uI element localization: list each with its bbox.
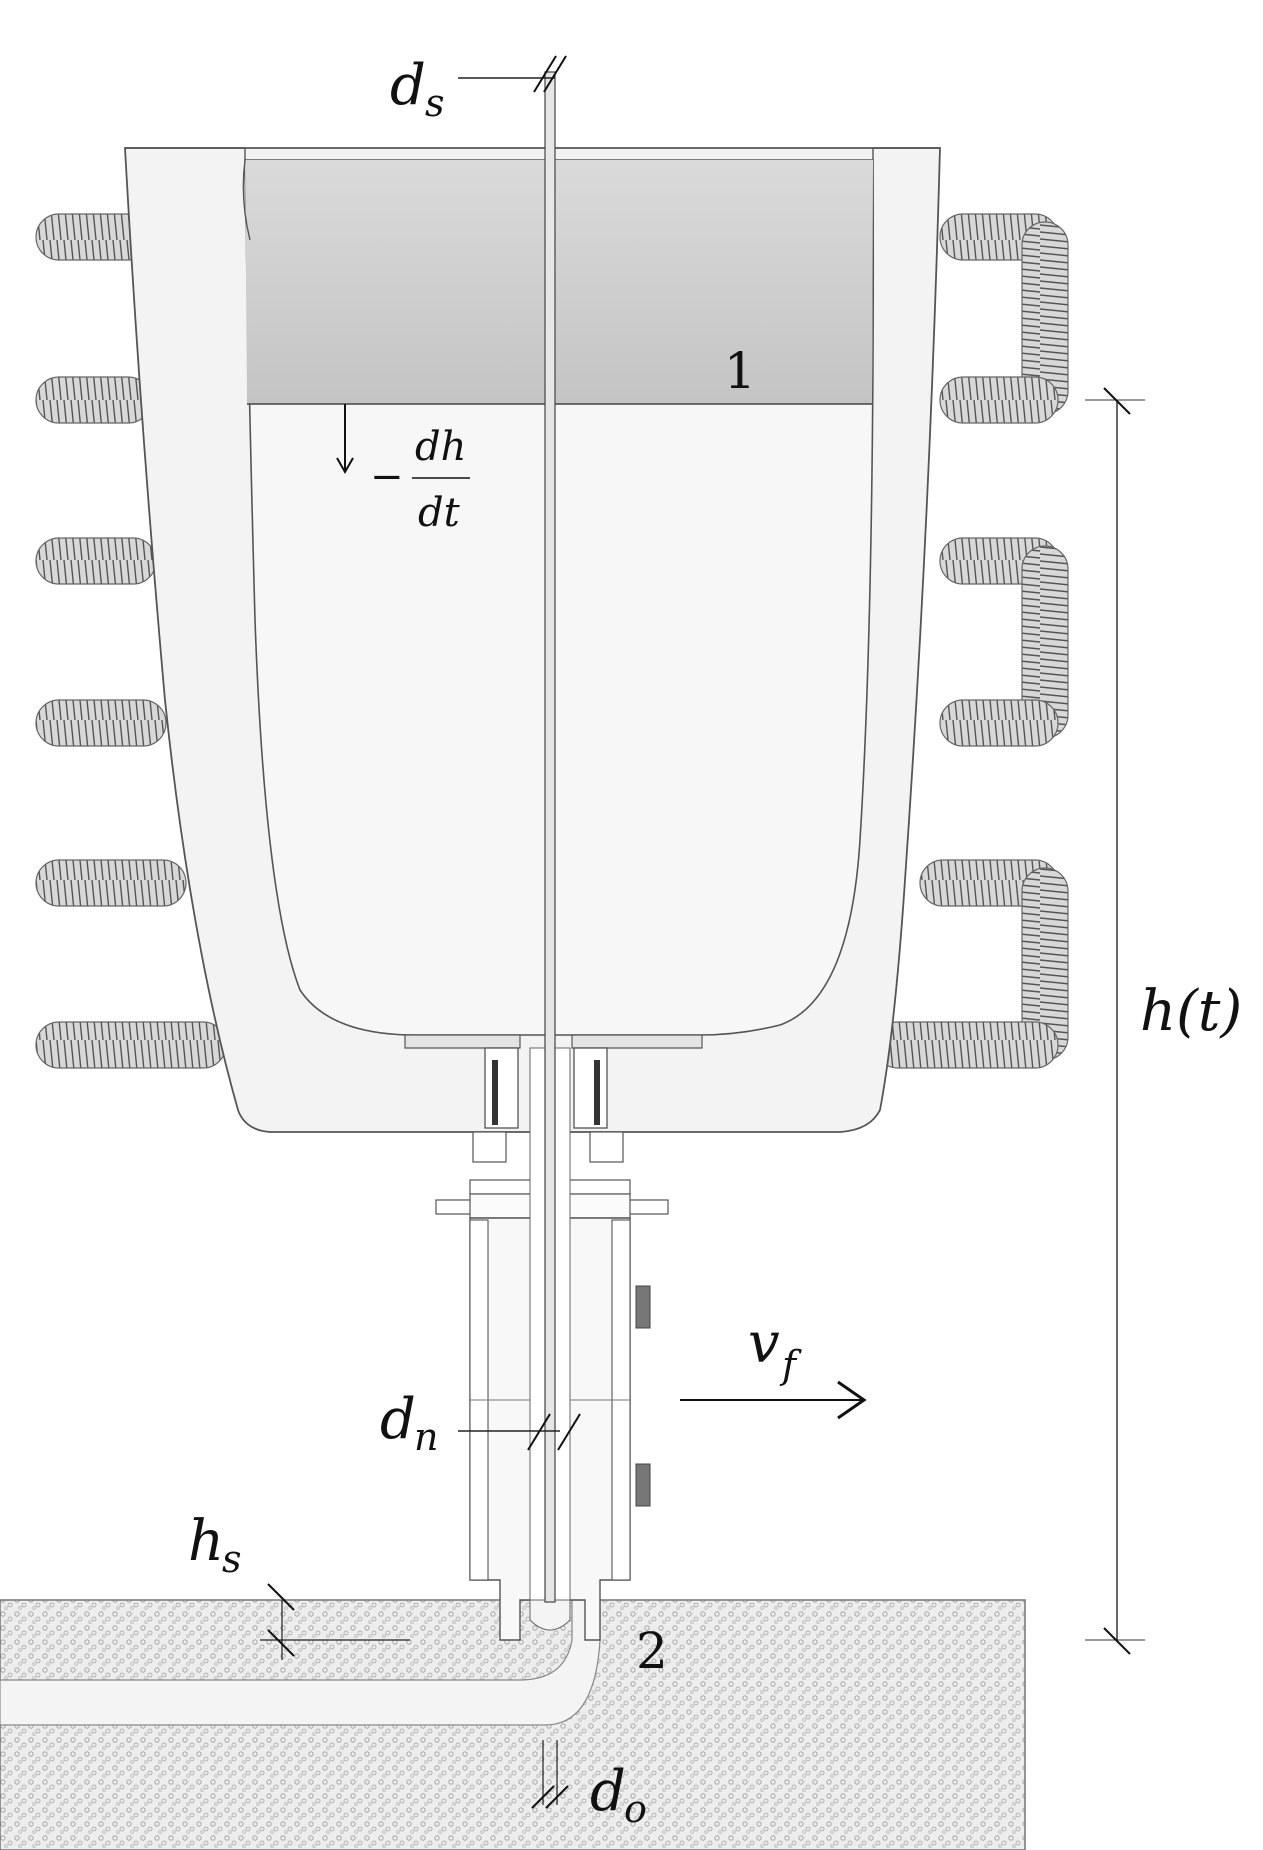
label-d-o-main: d: [590, 1759, 626, 1824]
label-h-of-t: h(t): [1140, 979, 1242, 1044]
label-region-2: 2: [636, 1622, 668, 1680]
label-d-s-sub: s: [425, 81, 445, 125]
label-d-n-sub: n: [414, 1415, 438, 1459]
label-d-o-sub: o: [624, 1787, 647, 1831]
dimension-d-o: [531, 1740, 569, 1809]
induction-coils-right: [874, 213, 1069, 1069]
label-dhdt-denominator: dt: [418, 490, 461, 536]
label-h-s-sub: s: [222, 1537, 242, 1581]
label-dhdt-numerator: dh: [415, 424, 466, 470]
labels: d s 1 − dh dt h(t) v f d n h s 2 d o: [188, 53, 1242, 1831]
label-region-1: 1: [724, 342, 756, 400]
label-d-s-main: d: [390, 53, 426, 118]
label-v-f-sub: f: [779, 1343, 802, 1387]
sand-mold: [0, 1599, 1026, 1850]
label-h-s-main: h: [188, 1509, 224, 1574]
arrow-level-drop: [336, 404, 354, 475]
label-v-f-main: v: [748, 1311, 780, 1376]
crucible: [124, 147, 941, 1133]
label-dhdt-minus: −: [370, 454, 404, 500]
dimension-h-of-t: [1085, 387, 1145, 1655]
label-d-n-main: d: [380, 1387, 416, 1452]
stopper-rod: [544, 71, 556, 1603]
dimension-d-s: [458, 55, 567, 93]
dimension-h-s: [260, 1583, 410, 1660]
induction-coils-left: [35, 213, 227, 1069]
arrow-flow-velocity: [680, 1380, 867, 1420]
dimension-d-n: [458, 1413, 581, 1451]
